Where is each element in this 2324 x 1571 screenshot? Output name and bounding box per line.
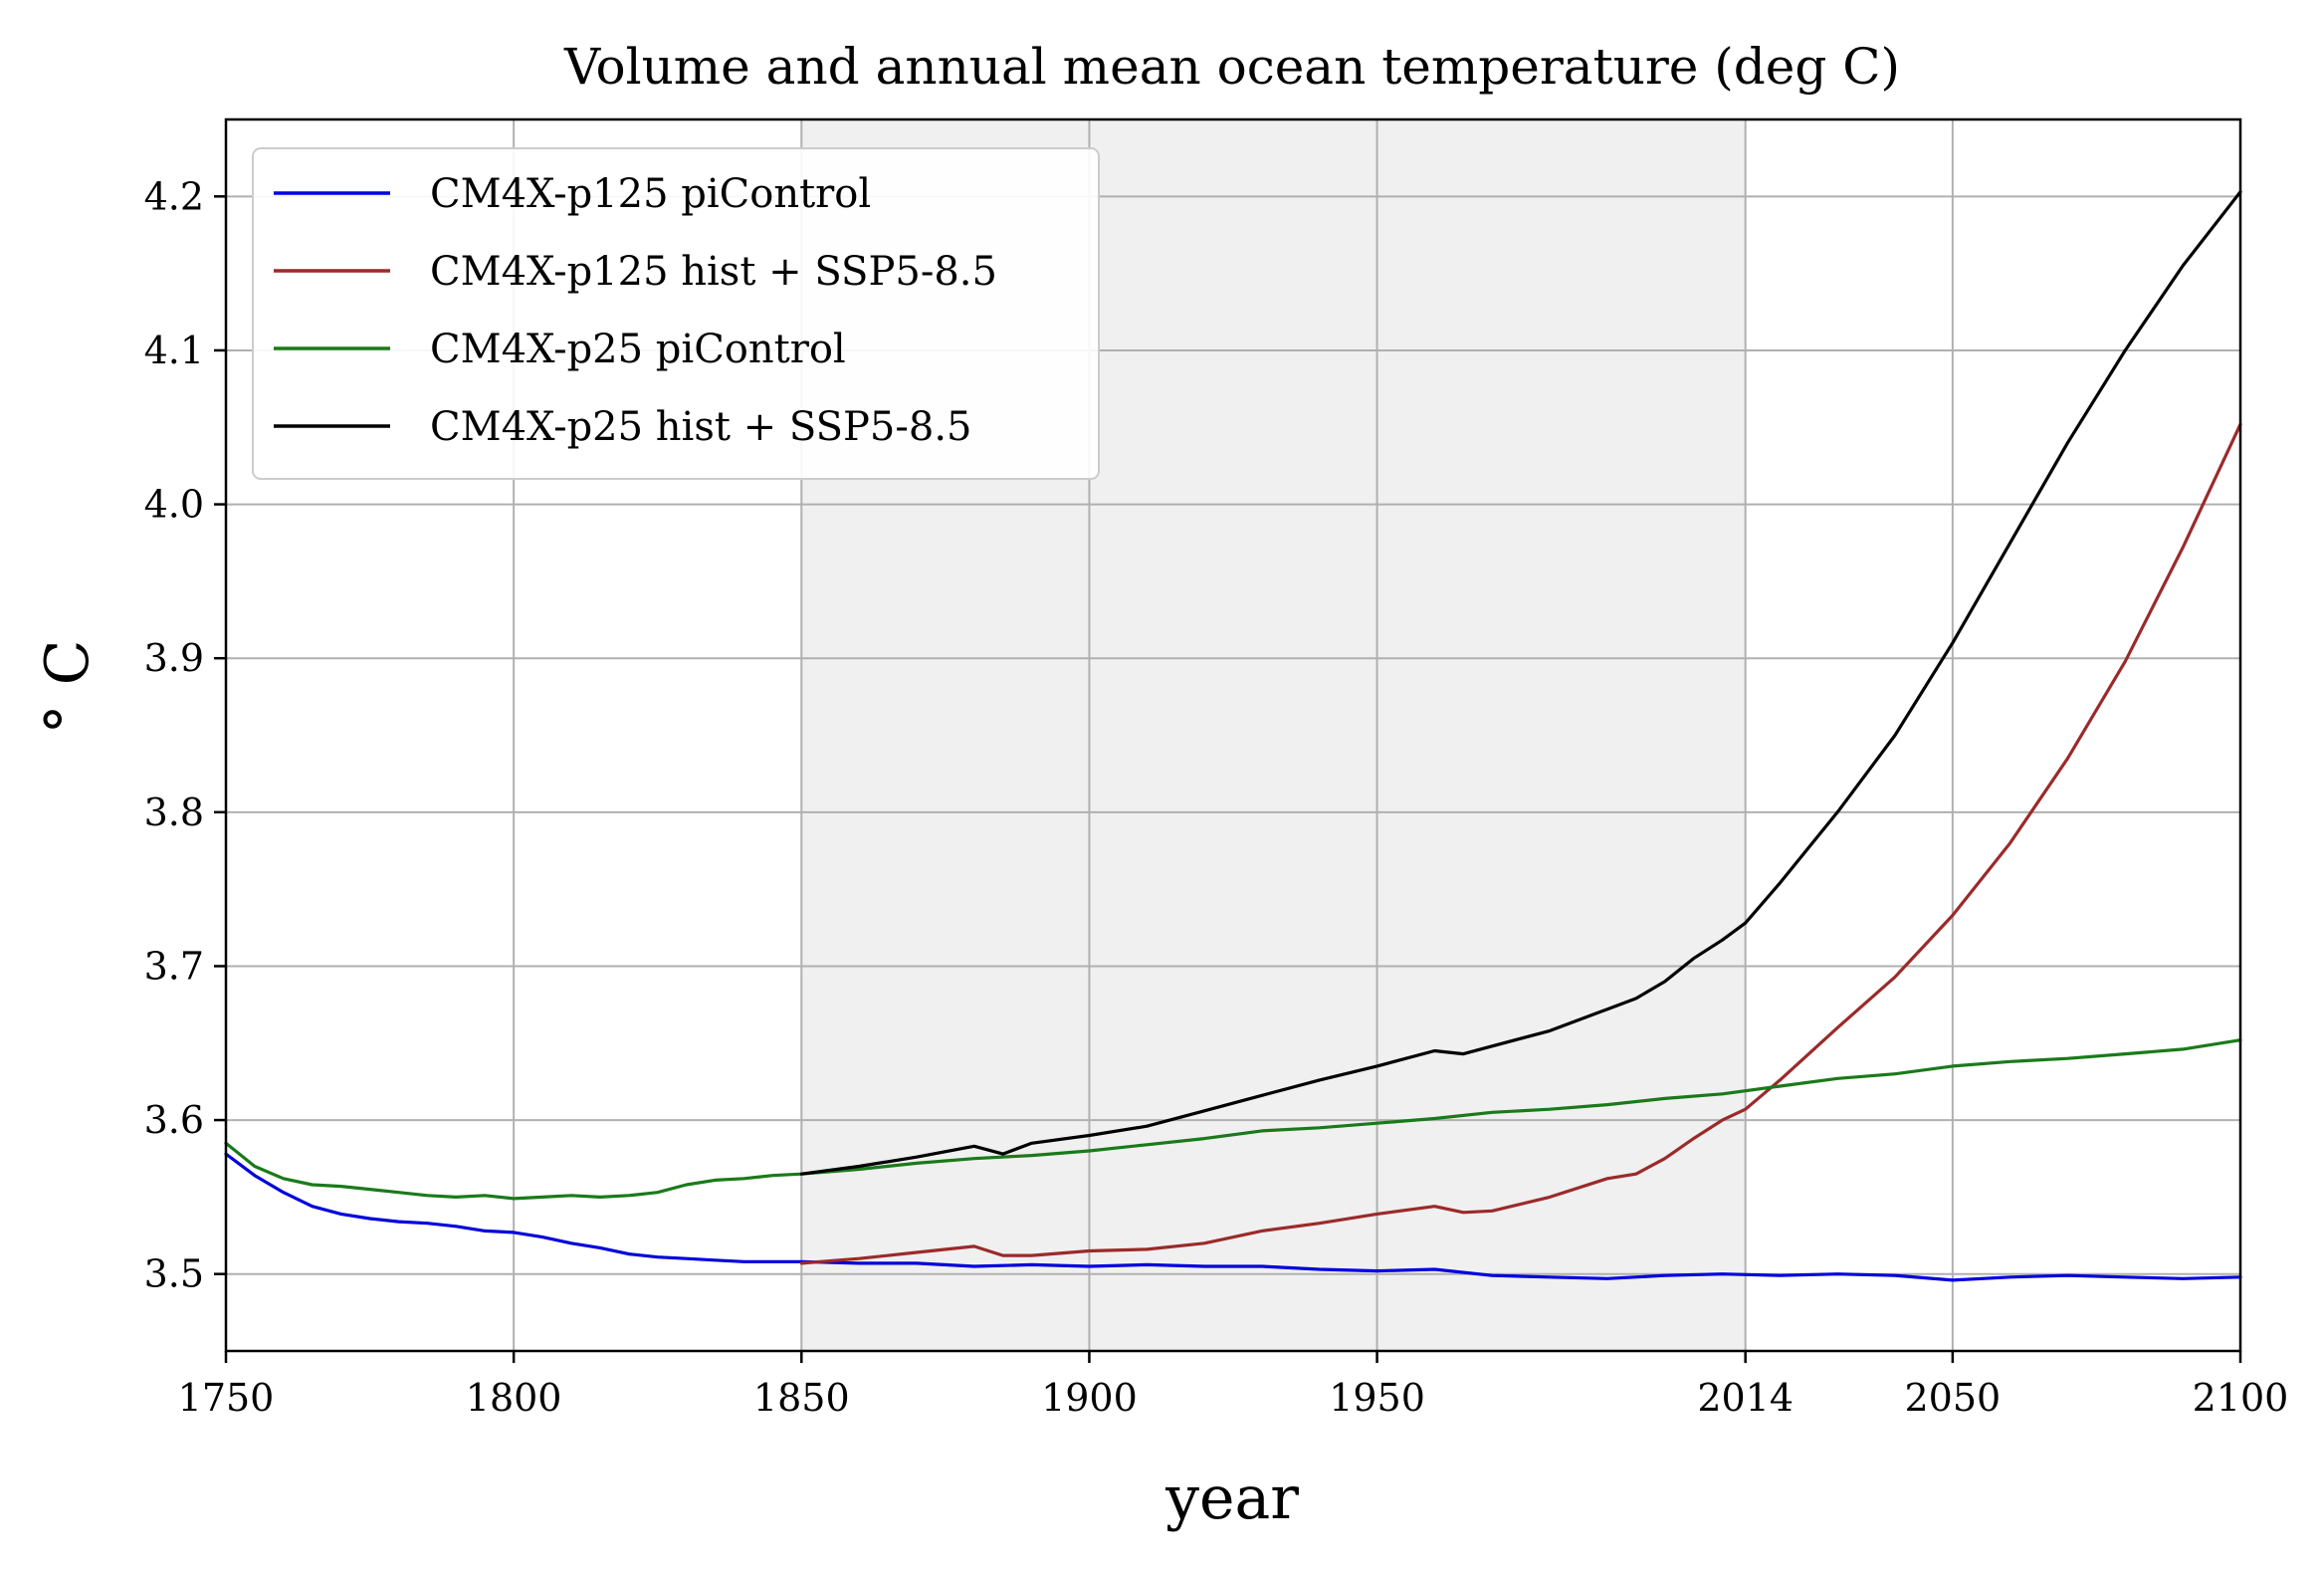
x-tick-label: 1750: [178, 1376, 275, 1420]
series-line-2: [799, 422, 2242, 1265]
legend-label-2: CM4X-p125 hist + SSP5-8.5: [430, 249, 997, 295]
x-tick-label: 2014: [1697, 1376, 1794, 1420]
y-tick-label: 4.2: [144, 174, 204, 218]
legend: CM4X-p125 piControl CM4X-p125 hist + SSP5…: [252, 147, 1100, 480]
series-line-1: [224, 1152, 2242, 1282]
legend-label-3: CM4X-p25 piControl: [430, 327, 846, 372]
y-tick-label: 4.0: [144, 483, 204, 527]
x-tick-label: 1950: [1329, 1376, 1425, 1420]
y-tick-label: 3.6: [144, 1098, 204, 1142]
y-tick-label: 4.1: [144, 329, 204, 372]
x-tick-label: 1850: [753, 1376, 850, 1420]
y-tick-label: 3.7: [144, 944, 204, 988]
y-tick-label: 3.8: [144, 790, 204, 834]
chart-title: Volume and annual mean ocean temperature…: [563, 38, 1900, 96]
y-axis-label: ° C: [33, 640, 103, 735]
legend-box: [252, 147, 1100, 480]
x-tick-label: 2100: [2193, 1376, 2289, 1420]
x-tick-label: 1800: [466, 1376, 562, 1420]
y-tick-label: 3.9: [144, 636, 204, 680]
legend-label-4: CM4X-p25 hist + SSP5-8.5: [430, 404, 972, 450]
x-tick-label: 1900: [1041, 1376, 1138, 1420]
plot-frame: [224, 117, 2242, 1353]
legend-label-1: CM4X-p125 piControl: [430, 171, 871, 217]
series-line-3: [224, 1038, 2242, 1201]
x-axis-label: year: [1164, 1463, 1299, 1533]
y-tick-label: 3.5: [144, 1252, 204, 1296]
x-tick-label: 2050: [1904, 1376, 2001, 1420]
series-line-4: [799, 190, 2242, 1176]
